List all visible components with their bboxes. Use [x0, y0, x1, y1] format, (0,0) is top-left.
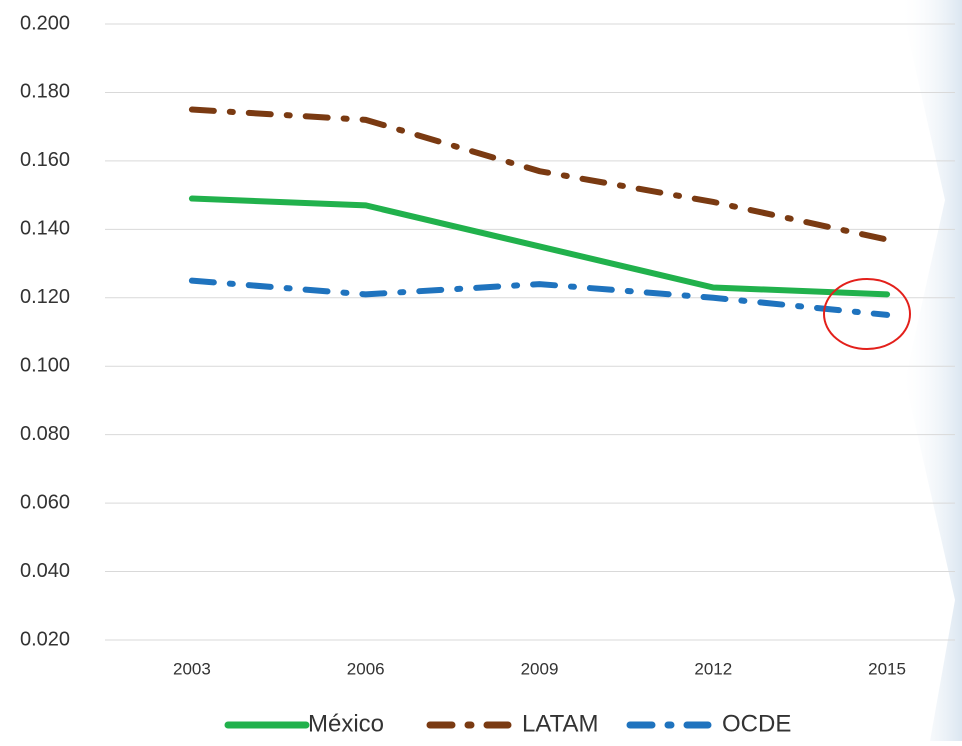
- series-line: [188, 277, 891, 318]
- y-tick-label: 0.040: [20, 560, 70, 582]
- y-tick-label: 0.200: [20, 12, 70, 34]
- series-line: [188, 195, 891, 298]
- background-decoration: [900, 0, 962, 741]
- y-tick-label: 0.080: [20, 423, 70, 445]
- legend-label: LATAM: [522, 710, 598, 737]
- highlight-circle: [823, 278, 911, 350]
- x-tick-label: 2003: [173, 659, 211, 678]
- x-tick-label: 2015: [868, 659, 906, 678]
- y-tick-label: 0.180: [20, 81, 70, 103]
- y-tick-label: 0.020: [20, 628, 70, 650]
- legend-label: OCDE: [722, 710, 791, 737]
- y-tick-label: 0.120: [20, 286, 70, 308]
- y-tick-label: 0.140: [20, 218, 70, 240]
- x-tick-label: 2006: [347, 659, 385, 678]
- y-tick-label: 0.100: [20, 355, 70, 377]
- y-tick-label: 0.160: [20, 149, 70, 171]
- x-tick-label: 2009: [521, 659, 559, 678]
- legend-label: México: [308, 710, 384, 737]
- y-tick-label: 0.060: [20, 491, 70, 513]
- x-tick-label: 2012: [694, 659, 732, 678]
- series-line: [188, 106, 891, 243]
